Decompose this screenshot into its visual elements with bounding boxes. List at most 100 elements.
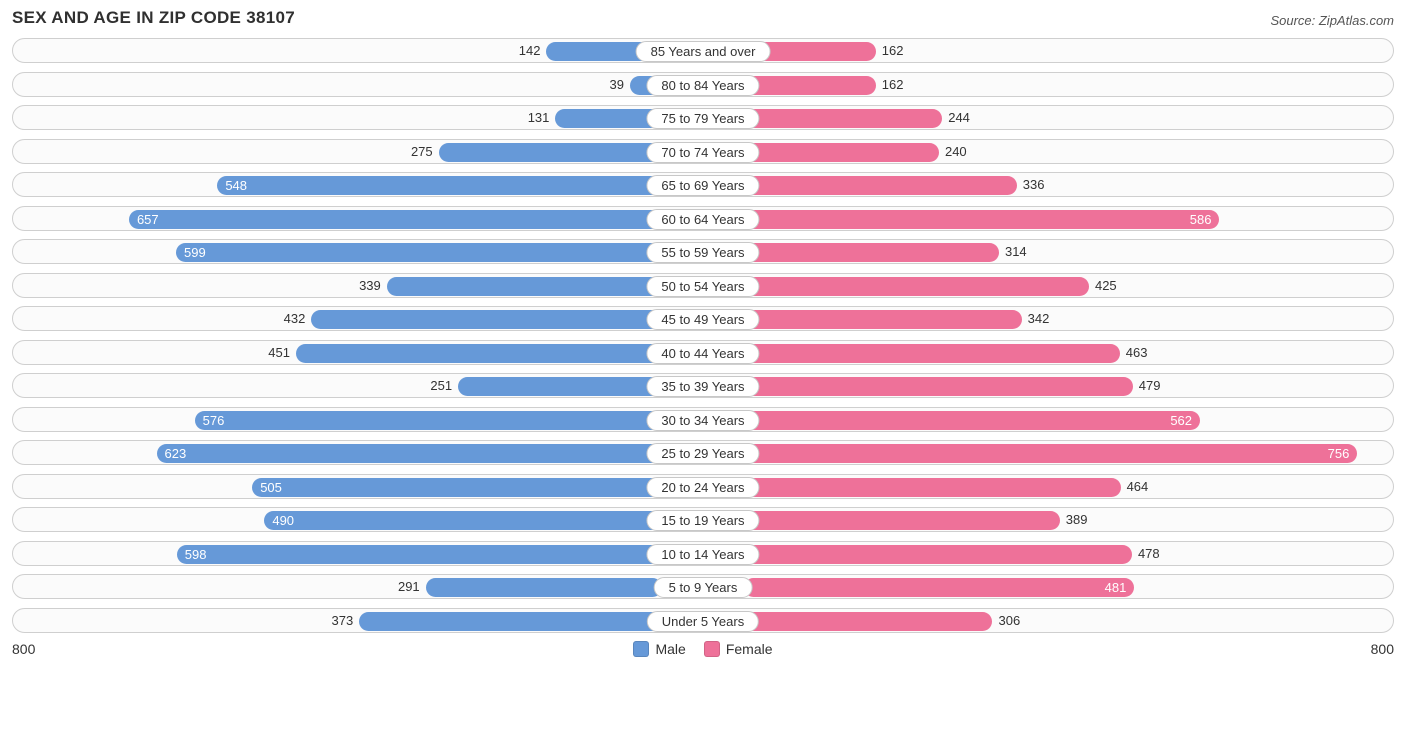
pyramid-row: 373 306 Under 5 Years [12,608,1394,633]
female-value: 463 [1126,341,1148,364]
female-value: 425 [1095,274,1117,297]
pyramid-row: 251 479 35 to 39 Years [12,373,1394,398]
male-value: 657 [129,210,167,229]
pyramid-row: 657 586 60 to 64 Years [12,206,1394,231]
age-group-label: 15 to 19 Years [646,510,759,531]
pyramid-row: 576 562 30 to 34 Years [12,407,1394,432]
age-group-label: 70 to 74 Years [646,142,759,163]
pyramid-row: 598 478 10 to 14 Years [12,541,1394,566]
female-value: 481 [1097,578,1135,597]
male-value: 505 [252,478,290,497]
female-value: 756 [1320,444,1358,463]
axis-right-max: 800 [1371,641,1394,657]
male-bar: 599 [176,243,662,262]
pyramid-row: 490 389 15 to 19 Years [12,507,1394,532]
age-group-label: 40 to 44 Years [646,343,759,364]
female-value: 162 [882,39,904,62]
female-bar [744,76,875,95]
female-bar: 756 [744,444,1357,463]
age-group-label: 80 to 84 Years [646,75,759,96]
male-bar: 576 [195,411,662,430]
pyramid-row: 599 314 55 to 59 Years [12,239,1394,264]
age-group-label: 65 to 69 Years [646,175,759,196]
male-value: 142 [519,39,541,62]
age-group-label: 60 to 64 Years [646,209,759,230]
male-bar: 548 [217,176,661,195]
pyramid-row: 45146340 to 44 Years [12,340,1394,365]
female-value: 389 [1066,508,1088,531]
pyramid-row: 43234245 to 49 Years [12,306,1394,331]
female-bar [744,545,1132,564]
pyramid-row: 275 240 70 to 74 Years [12,139,1394,164]
female-value: 336 [1023,173,1045,196]
male-bar [426,578,662,597]
pyramid-row: 39 162 80 to 84 Years [12,72,1394,97]
male-value: 432 [284,307,306,330]
male-value: 339 [359,274,381,297]
chart-title: SEX AND AGE IN ZIP CODE 38107 [12,8,295,28]
pyramid-row: 339 425 50 to 54 Years [12,273,1394,298]
age-group-label: 30 to 34 Years [646,410,759,431]
axis-left-max: 800 [12,641,35,657]
male-value: 39 [610,73,624,96]
male-value: 275 [411,140,433,163]
female-bar: 481 [744,578,1134,597]
legend-label-male: Male [655,641,685,657]
female-bar [744,511,1059,530]
male-value: 131 [528,106,550,129]
female-value: 586 [1182,210,1220,229]
male-bar [458,377,661,396]
male-bar [359,612,661,631]
legend-label-female: Female [726,641,773,657]
male-bar [439,143,662,162]
female-bar [744,310,1021,329]
male-value: 623 [157,444,195,463]
female-bar [744,243,999,262]
pyramid-row: 505 464 20 to 24 Years [12,474,1394,499]
age-group-label: 50 to 54 Years [646,276,759,297]
female-value: 562 [1162,411,1200,430]
female-bar [744,176,1016,195]
male-value: 599 [176,243,214,262]
pyramid-row: 2914815 to 9 Years [12,574,1394,599]
male-bar [311,310,661,329]
male-value: 598 [177,545,215,564]
female-bar [744,109,942,128]
male-bar: 490 [264,511,661,530]
pyramid-row: 548 336 65 to 69 Years [12,172,1394,197]
female-value: 464 [1127,475,1149,498]
age-group-label: Under 5 Years [647,611,759,632]
age-group-label: 25 to 29 Years [646,443,759,464]
female-value: 306 [998,609,1020,632]
female-bar [744,612,992,631]
male-bar [296,344,662,363]
population-pyramid-chart: 14216285 Years and over3916280 to 84 Yea… [12,38,1394,633]
pyramid-row: 14216285 Years and over [12,38,1394,63]
female-bar: 586 [744,210,1219,229]
female-value: 240 [945,140,967,163]
legend-item-female: Female [704,641,773,657]
age-group-label: 35 to 39 Years [646,376,759,397]
male-value: 490 [264,511,302,530]
female-bar [744,143,939,162]
age-group-label: 55 to 59 Years [646,242,759,263]
male-bar: 623 [157,444,662,463]
age-group-label: 45 to 49 Years [646,309,759,330]
female-bar: 562 [744,411,1200,430]
legend: Male Female [633,641,772,657]
female-value: 162 [882,73,904,96]
female-bar [744,377,1132,396]
male-value: 291 [398,575,420,598]
female-bar [744,344,1119,363]
legend-swatch-female [704,641,720,657]
age-group-label: 20 to 24 Years [646,477,759,498]
female-value: 478 [1138,542,1160,565]
pyramid-row: 623 756 25 to 29 Years [12,440,1394,465]
age-group-label: 10 to 14 Years [646,544,759,565]
source-attribution: Source: ZipAtlas.com [1270,13,1394,28]
male-value: 373 [332,609,354,632]
female-value: 314 [1005,240,1027,263]
male-value: 251 [430,374,452,397]
female-value: 479 [1139,374,1161,397]
male-bar [387,277,662,296]
